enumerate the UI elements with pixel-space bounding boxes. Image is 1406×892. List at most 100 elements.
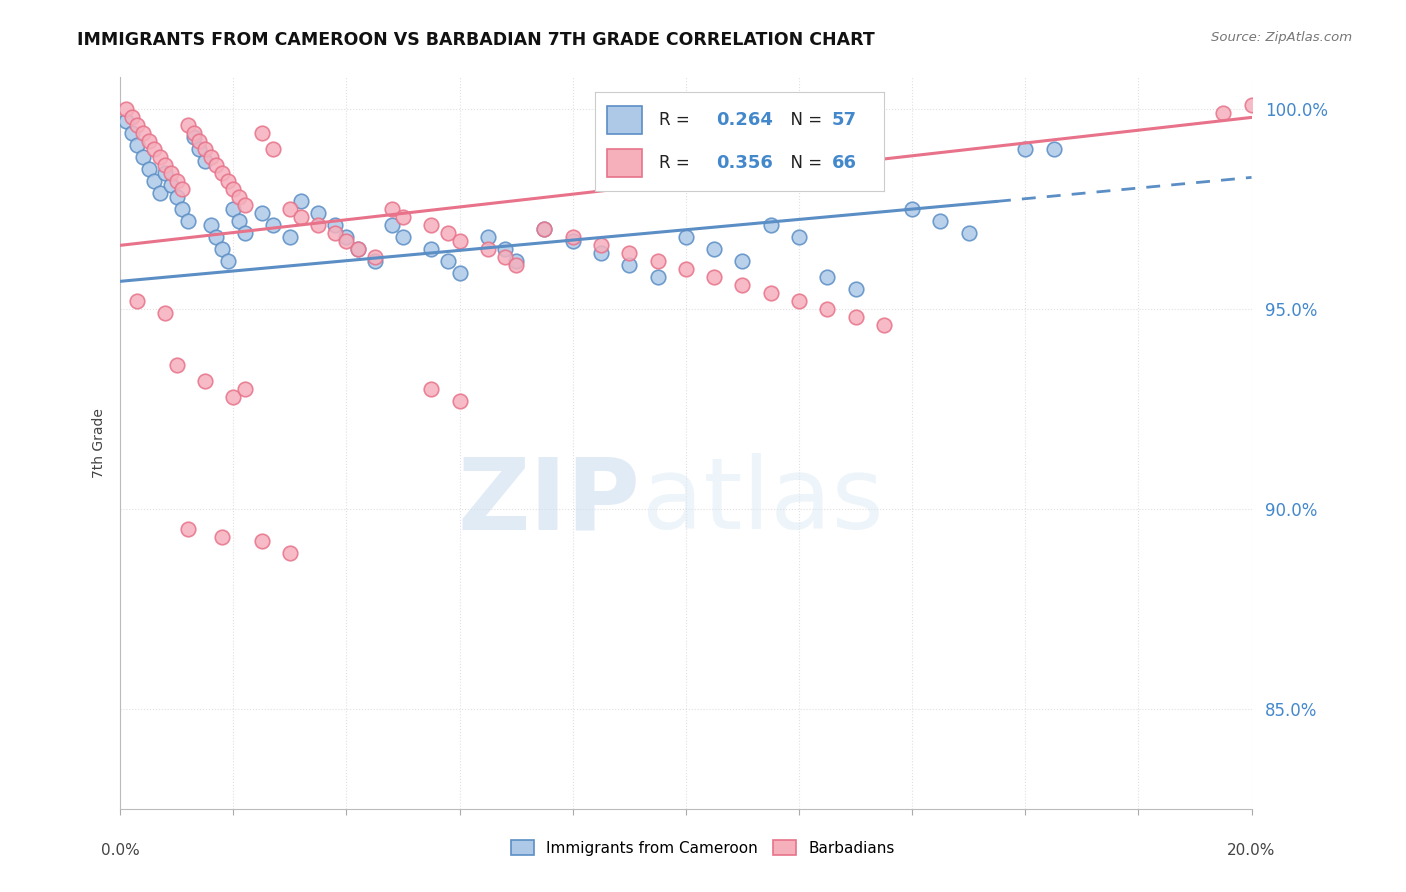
Point (188, 135, 211, 149)
Point (477, 230, 499, 244)
Point (121, 111, 143, 125)
Point (815, 302, 838, 317)
Point (675, 262, 697, 277)
Point (138, 135, 160, 149)
Y-axis label: 7th Grade: 7th Grade (93, 409, 107, 478)
Point (335, 235, 357, 249)
Point (1212, 106, 1234, 120)
Point (143, 142, 166, 156)
Point (211, 243, 233, 257)
Point (132, 127, 155, 141)
Point (364, 254, 387, 268)
Point (647, 254, 669, 268)
Point (346, 243, 368, 257)
Point (619, 246, 641, 260)
Point (194, 142, 217, 156)
Point (222, 390, 245, 404)
Point (233, 382, 256, 396)
Point (127, 138, 149, 153)
Point (211, 530, 233, 544)
Point (160, 178, 183, 193)
Point (731, 278, 754, 293)
Point (127, 294, 149, 309)
Point (731, 254, 754, 268)
Point (381, 219, 404, 233)
Point (115, 114, 138, 128)
Point (200, 219, 222, 233)
Point (929, 214, 952, 228)
Point (183, 127, 205, 141)
Point (957, 227, 980, 241)
Point (437, 254, 460, 268)
Point (205, 158, 228, 172)
Point (250, 127, 273, 141)
Point (845, 282, 868, 296)
Text: ZIP: ZIP (458, 453, 641, 550)
Point (228, 190, 250, 204)
Point (155, 158, 177, 172)
Point (381, 202, 404, 217)
Point (619, 258, 641, 272)
Point (149, 186, 172, 201)
Point (505, 254, 527, 268)
Point (307, 219, 329, 233)
Legend: Immigrants from Cameroon, Barbadians: Immigrants from Cameroon, Barbadians (505, 834, 901, 862)
Point (200, 150, 222, 164)
Point (166, 190, 188, 204)
Point (166, 358, 188, 372)
Point (278, 546, 301, 560)
Point (494, 250, 516, 264)
Point (290, 194, 312, 209)
Point (222, 202, 245, 217)
Text: 20.0%: 20.0% (1227, 843, 1275, 858)
Point (533, 222, 555, 236)
Point (449, 266, 471, 280)
Point (228, 214, 250, 228)
Point (115, 103, 138, 117)
Point (127, 119, 149, 133)
Point (759, 219, 782, 233)
Point (335, 230, 357, 244)
Point (222, 182, 245, 196)
Point (155, 306, 177, 320)
Point (323, 219, 346, 233)
Point (172, 202, 194, 217)
Point (250, 206, 273, 220)
Point (177, 522, 200, 536)
Point (233, 198, 256, 212)
Point (323, 227, 346, 241)
Point (211, 166, 233, 180)
Point (138, 162, 160, 177)
Point (194, 154, 217, 169)
Text: 0.0%: 0.0% (101, 843, 139, 858)
Point (420, 219, 443, 233)
Point (759, 286, 782, 301)
Point (172, 182, 194, 196)
Point (217, 254, 239, 268)
Point (845, 310, 868, 325)
Point (420, 382, 443, 396)
Point (166, 174, 188, 188)
Point (1014, 142, 1036, 156)
Point (155, 166, 177, 180)
Point (589, 246, 612, 260)
Point (205, 230, 228, 244)
Point (278, 230, 301, 244)
Point (177, 119, 200, 133)
Point (533, 222, 555, 236)
Point (901, 202, 924, 217)
Text: IMMIGRANTS FROM CAMEROON VS BARBADIAN 7TH GRADE CORRELATION CHART: IMMIGRANTS FROM CAMEROON VS BARBADIAN 7T… (77, 31, 875, 49)
Point (703, 270, 725, 285)
Point (873, 318, 896, 333)
Point (183, 130, 205, 145)
Point (420, 243, 443, 257)
Point (194, 374, 217, 388)
Point (307, 206, 329, 220)
Point (787, 230, 810, 244)
Text: atlas: atlas (641, 453, 883, 550)
Point (703, 243, 725, 257)
Point (177, 214, 200, 228)
Point (437, 227, 460, 241)
Point (392, 211, 415, 225)
Point (589, 238, 612, 252)
